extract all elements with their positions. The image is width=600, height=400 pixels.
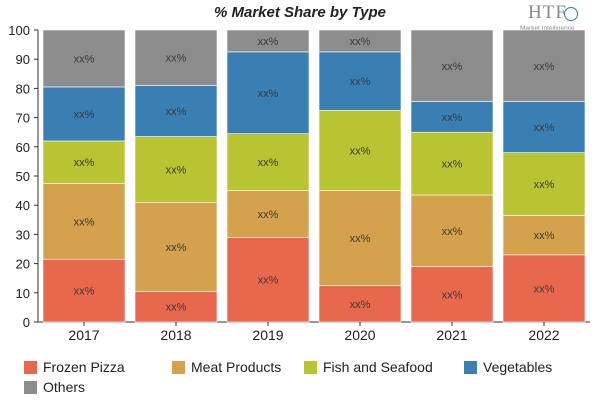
y-tick-label: 50 <box>16 169 30 184</box>
data-label: xx% <box>350 299 371 311</box>
data-label: xx% <box>74 216 95 228</box>
y-tick-label: 70 <box>16 111 30 126</box>
data-label: xx% <box>534 283 555 295</box>
data-label: xx% <box>74 286 95 298</box>
bar-segment <box>134 29 218 86</box>
x-tick-label: 2021 <box>436 327 467 343</box>
x-tick-label: 2022 <box>528 327 559 343</box>
data-label: xx% <box>534 122 555 134</box>
legend-swatch <box>172 361 185 374</box>
logo-mark: HTF <box>528 2 567 23</box>
legend-label: Frozen Pizza <box>43 359 125 375</box>
legend-label: Others <box>43 379 86 395</box>
y-tick-label: 40 <box>16 198 30 213</box>
data-label: xx% <box>442 61 463 73</box>
bar-segment <box>226 29 310 53</box>
data-label: xx% <box>166 242 187 254</box>
bar-segment <box>42 86 126 142</box>
data-label: xx% <box>350 145 371 157</box>
y-tick-label: 10 <box>16 286 30 301</box>
x-tick-label: 2020 <box>344 327 375 343</box>
data-label: xx% <box>350 233 371 245</box>
y-tick-label: 100 <box>8 23 30 38</box>
y-tick-label: 30 <box>16 227 30 242</box>
chart-title: % Market Share by Type <box>213 4 386 21</box>
bar-segment <box>410 266 494 323</box>
data-label: xx% <box>258 157 279 169</box>
logo-subtitle: Market Intelligence <box>520 25 575 32</box>
legend-label: Meat Products <box>191 359 282 375</box>
bar-segment <box>410 131 494 196</box>
bar-segment <box>502 29 586 102</box>
data-label: xx% <box>442 289 463 301</box>
bar-segment <box>134 85 218 137</box>
bar-segment <box>226 133 310 191</box>
legend-swatch <box>304 361 317 374</box>
brand-logo: HTF Market Intelligence <box>518 2 598 38</box>
data-label: xx% <box>258 275 279 287</box>
bar-segment <box>134 201 218 292</box>
data-label: xx% <box>166 164 187 176</box>
y-tick-label: 80 <box>16 81 30 96</box>
bar-segment <box>410 101 494 133</box>
data-label: xx% <box>350 76 371 88</box>
y-tick-label: 90 <box>16 52 30 67</box>
bar-segment <box>318 190 402 286</box>
y-tick-label: 60 <box>16 140 30 155</box>
x-tick-label: 2017 <box>68 327 99 343</box>
data-label: xx% <box>534 230 555 242</box>
legend-swatch <box>24 361 37 374</box>
data-label: xx% <box>442 112 463 124</box>
data-label: xx% <box>166 53 187 65</box>
bar-segment <box>410 29 494 102</box>
legend-swatch <box>24 381 37 394</box>
data-label: xx% <box>534 61 555 73</box>
bar-segment <box>502 215 586 256</box>
y-tick-label: 20 <box>16 257 30 272</box>
bar-segment <box>226 51 310 134</box>
data-label: xx% <box>534 179 555 191</box>
x-tick-label: 2019 <box>252 327 283 343</box>
data-label: xx% <box>74 157 95 169</box>
y-tick-label: 0 <box>23 315 30 330</box>
bar-segment <box>502 152 586 216</box>
data-label: xx% <box>258 36 279 48</box>
data-label: xx% <box>166 106 187 118</box>
data-label: xx% <box>350 36 371 48</box>
globe-icon <box>564 7 578 21</box>
bar-segment <box>226 237 310 323</box>
data-label: xx% <box>74 53 95 65</box>
bar-segment <box>318 51 402 111</box>
data-label: xx% <box>442 159 463 171</box>
bar-segment <box>318 29 402 53</box>
data-label: xx% <box>258 88 279 100</box>
legend-swatch <box>464 361 477 374</box>
legend-label: Fish and Seafood <box>323 359 433 375</box>
bar-segment <box>410 194 494 267</box>
data-label: xx% <box>74 109 95 121</box>
data-label: xx% <box>166 302 187 314</box>
x-tick-label: 2018 <box>160 327 191 343</box>
bar-segment <box>134 136 218 203</box>
data-label: xx% <box>258 209 279 221</box>
legend-label: Vegetables <box>483 359 553 375</box>
bar-segment <box>502 101 586 153</box>
data-label: xx% <box>442 226 463 238</box>
bar-segment <box>226 190 310 238</box>
bar-segment <box>318 285 402 323</box>
bar-segment <box>318 110 402 191</box>
bar-segment <box>42 29 126 88</box>
